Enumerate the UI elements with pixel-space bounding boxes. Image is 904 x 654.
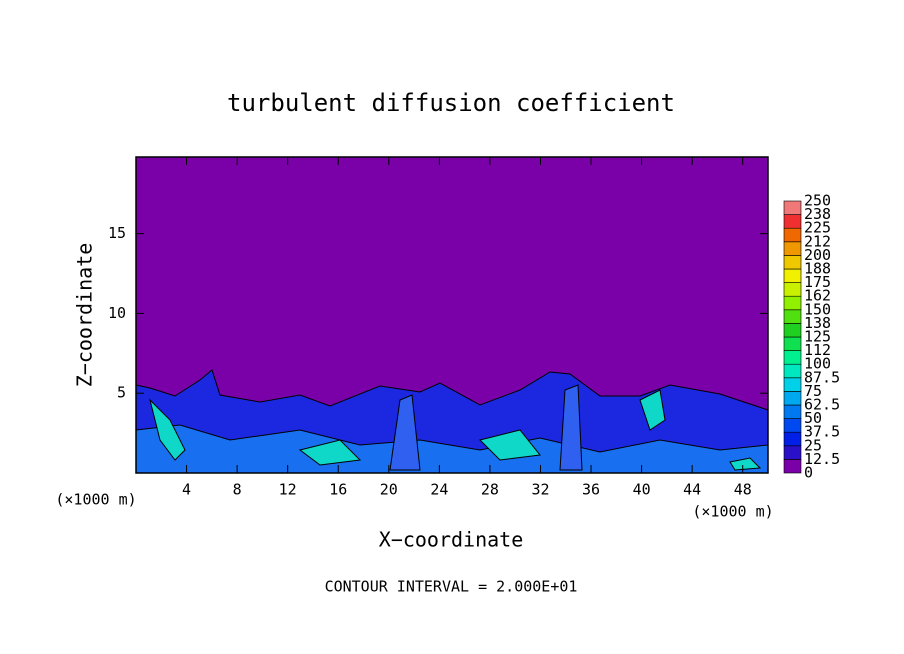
colorbar-tick-label: 150 — [804, 300, 831, 318]
colorbar-tick-label: 87.5 — [804, 368, 840, 386]
y-tick-label: 15 — [108, 224, 126, 242]
colorbar-tick-label: 162 — [804, 287, 831, 305]
y-axis-label: Z−coordinate — [73, 243, 97, 388]
colorbar-band — [783, 377, 802, 392]
colorbar-tick-label: 138 — [804, 314, 831, 332]
colorbar-band — [783, 445, 802, 460]
colorbar-band — [783, 363, 802, 379]
colorbar-band — [783, 350, 802, 365]
colorbar-tick-label: 100 — [804, 355, 831, 373]
colorbar-band — [783, 309, 802, 324]
x-tick-label: 16 — [329, 481, 347, 499]
colorbar-tick-label: 75 — [804, 382, 822, 400]
x-tick-label: 28 — [481, 481, 499, 499]
colorbar-band — [783, 404, 802, 419]
x-unit-label: (×1000 m) — [55, 491, 136, 509]
colorbar-tick-label: 12.5 — [804, 450, 840, 468]
colorbar-band — [783, 241, 802, 256]
colorbar-tick-label: 62.5 — [804, 396, 840, 414]
colorbar-tick-label: 112 — [804, 341, 831, 359]
colorbar-band — [783, 282, 802, 297]
x-tick-label: 44 — [683, 481, 701, 499]
x-tick-label: 32 — [531, 481, 549, 499]
x-tick-label: 40 — [633, 481, 651, 499]
colorbar-tick-label: 225 — [804, 219, 831, 237]
x-tick-label: 20 — [380, 481, 398, 499]
x-tick-label: 36 — [582, 481, 600, 499]
colorbar-tick-label: 50 — [804, 409, 822, 427]
colorbar-band — [783, 459, 802, 474]
colorbar-tick-label: 0 — [804, 464, 813, 482]
colorbar-tick-label: 212 — [804, 232, 831, 250]
colorbar-band — [783, 336, 802, 351]
colorbar-tick-label: 125 — [804, 328, 831, 346]
contour-interval-note: CONTOUR INTERVAL = 2.000E+01 — [325, 578, 578, 596]
colorbar-tick-label: 238 — [804, 205, 831, 223]
colorbar-band — [783, 200, 802, 215]
x-tick-label: 48 — [734, 481, 752, 499]
x-tick-label: 12 — [279, 481, 297, 499]
colorbar-tick-label: 37.5 — [804, 423, 840, 441]
colorbar-band — [783, 295, 802, 311]
x-unit-label: (×1000 m) — [692, 503, 773, 521]
plot-frame — [135, 156, 769, 474]
y-tick-label: 10 — [108, 304, 126, 322]
colorbar-tick-label: 250 — [804, 192, 831, 210]
field — [135, 157, 769, 474]
chart-title: turbulent diffusion coefficient — [227, 89, 675, 117]
y-tick-label: 5 — [117, 384, 126, 402]
colorbar-band — [783, 323, 802, 338]
field-region — [389, 384, 583, 471]
colorbar-band — [783, 391, 802, 406]
colorbar-band — [783, 431, 802, 447]
colorbar-tick-label: 175 — [804, 273, 831, 291]
colorbar-tick-label: 200 — [804, 246, 831, 264]
x-tick-label: 8 — [233, 481, 242, 499]
x-tick-label: 4 — [182, 481, 191, 499]
colorbar-tick-label: 188 — [804, 260, 831, 278]
colorbar-band — [783, 214, 802, 229]
colorbar-tick-label: 25 — [804, 436, 822, 454]
colorbar-band — [783, 418, 802, 433]
colorbar-band — [783, 268, 802, 283]
x-tick-label: 24 — [430, 481, 448, 499]
field-region — [149, 389, 762, 471]
colorbar-band — [783, 227, 802, 243]
x-axis-label: X−coordinate — [379, 528, 524, 552]
colorbar-band — [783, 255, 802, 270]
